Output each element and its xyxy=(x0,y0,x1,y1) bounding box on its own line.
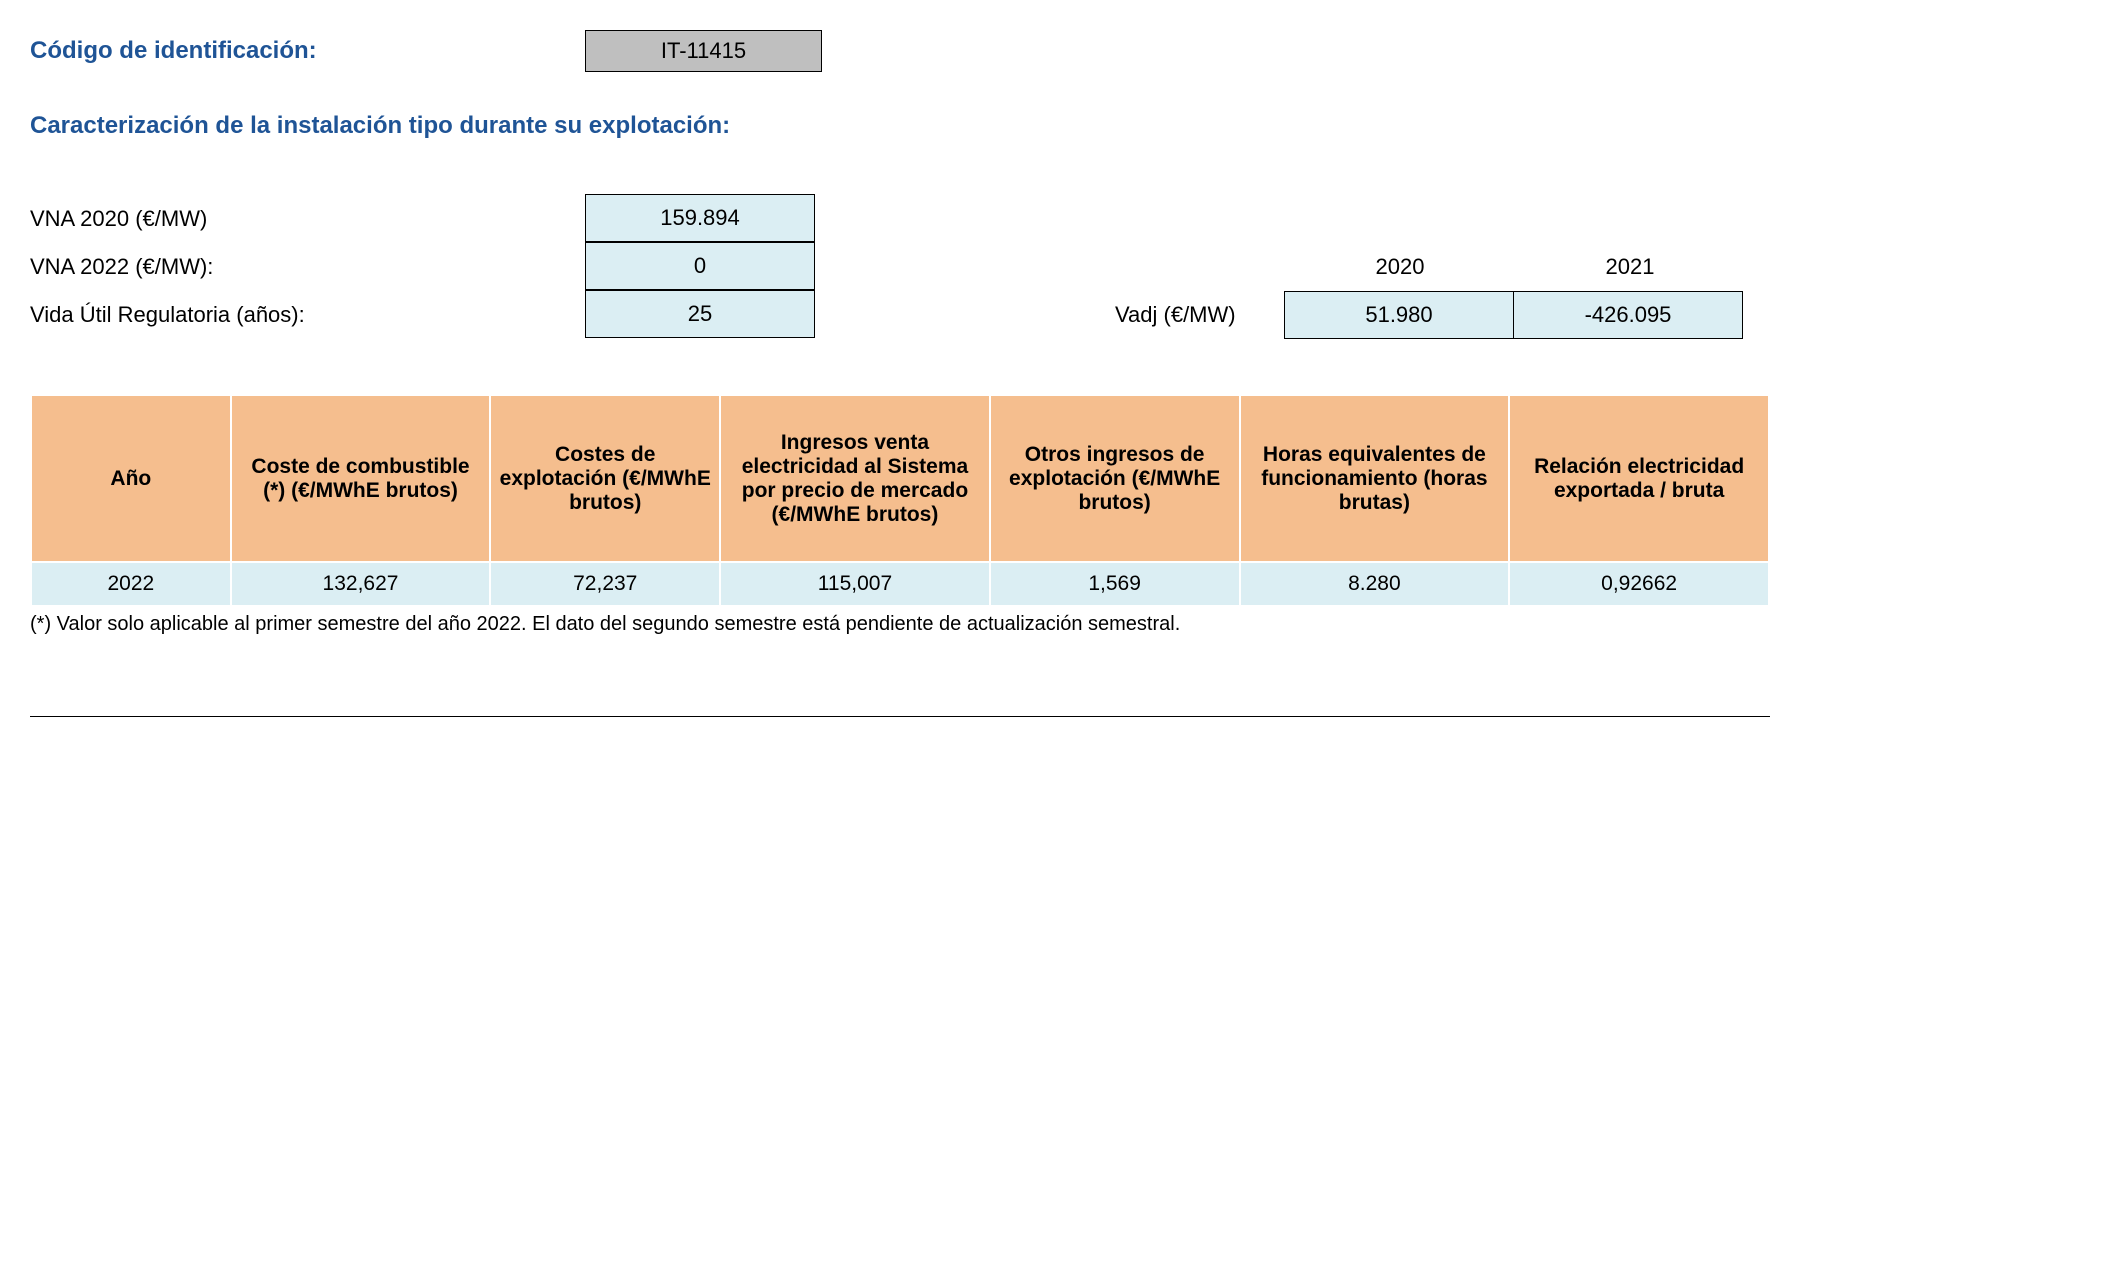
col-relacion-electricidad: Relación electricidad exportada / bruta xyxy=(1509,395,1769,562)
param-value-vida-util: 25 xyxy=(585,290,815,338)
header-row: Código de identificación: IT-11415 xyxy=(30,30,2096,72)
col-coste-combustible: Coste de combustible (*) (€/MWhE brutos) xyxy=(231,395,491,562)
id-value-box: IT-11415 xyxy=(585,30,822,72)
id-label: Código de identificación: xyxy=(30,37,585,65)
vadj-value-2021: -426.095 xyxy=(1513,291,1743,339)
vadj-year-2021: 2021 xyxy=(1515,254,1745,280)
param-label-vna2022: VNA 2022 (€/MW): xyxy=(30,243,585,291)
col-costes-explotacion: Costes de explotación (€/MWhE brutos) xyxy=(490,395,720,562)
param-label-vida-util: Vida Útil Regulatoria (años): xyxy=(30,291,585,339)
cell-otros-ingresos: 1,569 xyxy=(990,562,1240,606)
col-otros-ingresos: Otros ingresos de explotación (€/MWhE br… xyxy=(990,395,1240,562)
cell-costes-explotacion: 72,237 xyxy=(490,562,720,606)
table-row: 2022 132,627 72,237 115,007 1,569 8.280 … xyxy=(31,562,1769,606)
params-row: VNA 2020 (€/MW) 159.894 VNA 2022 (€/MW):… xyxy=(30,195,2096,339)
cell-ingresos-venta: 115,007 xyxy=(720,562,990,606)
params-left: VNA 2020 (€/MW) 159.894 VNA 2022 (€/MW):… xyxy=(30,195,815,339)
vadj-value-2020: 51.980 xyxy=(1284,291,1514,339)
cell-horas-equivalentes: 8.280 xyxy=(1240,562,1510,606)
col-ingresos-venta: Ingresos venta electricidad al Sistema p… xyxy=(720,395,990,562)
vadj-year-2020: 2020 xyxy=(1285,254,1515,280)
section-title: Caracterización de la instalación tipo d… xyxy=(30,112,2096,140)
vadj-block: 2020 2021 Vadj (€/MW) 51.980 -426.095 xyxy=(1115,195,1745,339)
col-horas-equivalentes: Horas equivalentes de funcionamiento (ho… xyxy=(1240,395,1510,562)
col-año: Año xyxy=(31,395,231,562)
vadj-label: Vadj (€/MW) xyxy=(1115,302,1285,328)
footnote: (*) Valor solo aplicable al primer semes… xyxy=(30,613,2096,636)
table-header-row: Año Coste de combustible (*) (€/MWhE bru… xyxy=(31,395,1769,562)
cell-año: 2022 xyxy=(31,562,231,606)
cell-relacion-electricidad: 0,92662 xyxy=(1509,562,1769,606)
vadj-year-row: 2020 2021 xyxy=(1115,243,1745,291)
param-label-vna2020: VNA 2020 (€/MW) xyxy=(30,195,585,243)
main-table: Año Coste de combustible (*) (€/MWhE bru… xyxy=(30,394,1770,607)
param-value-vna2020: 159.894 xyxy=(585,194,815,242)
divider xyxy=(30,716,1770,717)
vadj-value-row: Vadj (€/MW) 51.980 -426.095 xyxy=(1115,291,1745,339)
cell-coste-combustible: 132,627 xyxy=(231,562,491,606)
param-value-vna2022: 0 xyxy=(585,242,815,290)
